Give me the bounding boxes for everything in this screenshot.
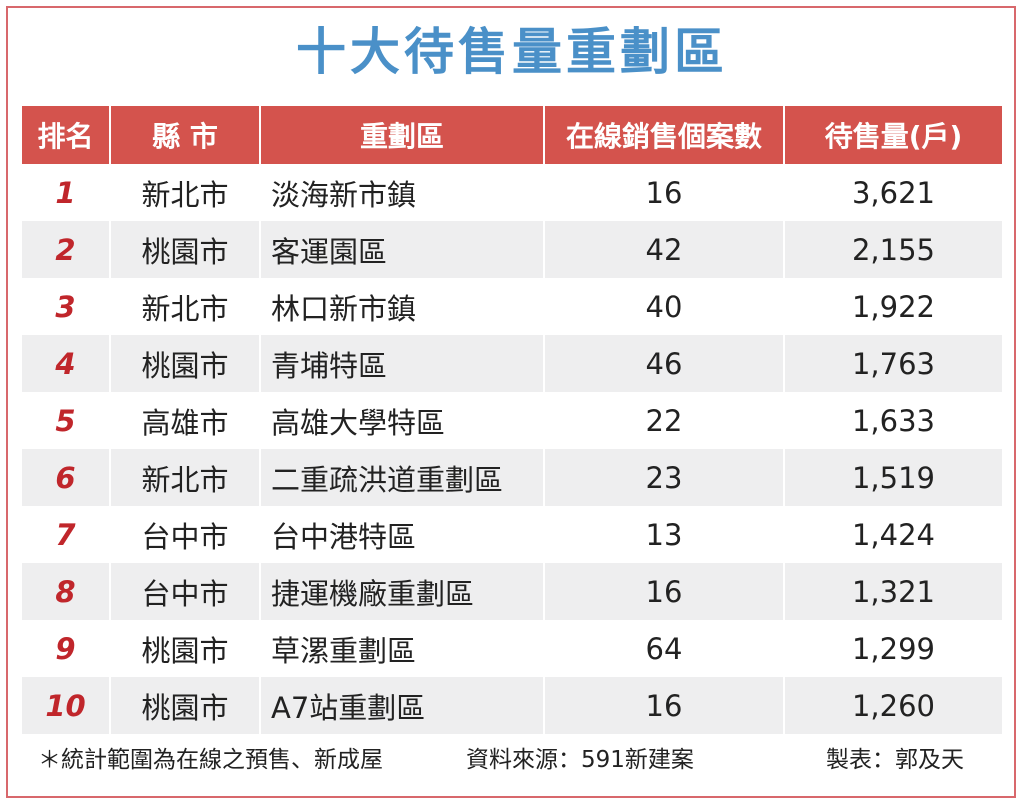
inventory-cell: 1,922 (784, 278, 1002, 335)
table-row: 8 台中市 捷運機廠重劃區 16 1,321 (22, 563, 1002, 620)
county-cell: 台中市 (110, 563, 261, 620)
table-row: 10 桃園市 A7站重劃區 16 1,260 (22, 677, 1002, 734)
table-row: 1 新北市 淡海新市鎮 16 3,621 (22, 164, 1002, 221)
district-cell: 高雄大學特區 (260, 392, 545, 449)
district-cell: 二重疏洪道重劃區 (260, 449, 545, 506)
footnote: ＊統計範圍為在線之預售、新成屋 (38, 747, 383, 773)
table-row: 2 桃園市 客運園區 42 2,155 (22, 221, 1002, 278)
table-credit: 製表：郭及天 (826, 747, 964, 773)
rank-cell: 9 (22, 620, 111, 677)
inventory-cell: 1,321 (784, 563, 1002, 620)
county-cell: 新北市 (110, 164, 261, 221)
rank-cell: 5 (22, 392, 111, 449)
inventory-cell: 1,424 (784, 506, 1002, 563)
county-cell: 高雄市 (110, 392, 261, 449)
rank-cell: 3 (22, 278, 111, 335)
district-cell: 台中港特區 (260, 506, 545, 563)
ranking-table: 排名 縣 市 重劃區 在線銷售個案數 待售量(戶) 1 新北市 淡海新市鎮 16… (22, 106, 1002, 734)
district-cell: 草漯重劃區 (260, 620, 545, 677)
cases-cell: 16 (544, 677, 785, 734)
cases-cell: 16 (544, 164, 785, 221)
inventory-cell: 1,633 (784, 392, 1002, 449)
county-cell: 新北市 (110, 449, 261, 506)
county-cell: 桃園市 (110, 335, 261, 392)
cases-cell: 40 (544, 278, 785, 335)
page-title: 十大待售量重劃區 (296, 23, 728, 81)
header-cases: 在線銷售個案數 (544, 106, 785, 164)
header-rank: 排名 (22, 106, 111, 164)
rank-cell: 7 (22, 506, 111, 563)
rank-cell: 10 (22, 677, 111, 734)
county-cell: 台中市 (110, 506, 261, 563)
cases-cell: 64 (544, 620, 785, 677)
rank-cell: 6 (22, 449, 111, 506)
header-county: 縣 市 (110, 106, 261, 164)
district-cell: 客運園區 (260, 221, 545, 278)
table-row: 3 新北市 林口新市鎮 40 1,922 (22, 278, 1002, 335)
inventory-cell: 1,260 (784, 677, 1002, 734)
cases-cell: 22 (544, 392, 785, 449)
cases-cell: 16 (544, 563, 785, 620)
inventory-cell: 3,621 (784, 164, 1002, 221)
cases-cell: 13 (544, 506, 785, 563)
data-source: 資料來源：591新建案 (466, 747, 694, 773)
table-row: 5 高雄市 高雄大學特區 22 1,633 (22, 392, 1002, 449)
district-cell: 青埔特區 (260, 335, 545, 392)
cases-cell: 42 (544, 221, 785, 278)
county-cell: 新北市 (110, 278, 261, 335)
district-cell: A7站重劃區 (260, 677, 545, 734)
rank-cell: 8 (22, 563, 111, 620)
county-cell: 桃園市 (110, 677, 261, 734)
inventory-cell: 2,155 (784, 221, 1002, 278)
table-row: 7 台中市 台中港特區 13 1,424 (22, 506, 1002, 563)
header-inventory: 待售量(戶) (784, 106, 1002, 164)
district-cell: 捷運機廠重劃區 (260, 563, 545, 620)
county-cell: 桃園市 (110, 221, 261, 278)
rank-cell: 2 (22, 221, 111, 278)
table-row: 9 桃園市 草漯重劃區 64 1,299 (22, 620, 1002, 677)
table-row: 4 桃園市 青埔特區 46 1,763 (22, 335, 1002, 392)
inventory-cell: 1,519 (784, 449, 1002, 506)
cases-cell: 23 (544, 449, 785, 506)
cases-cell: 46 (544, 335, 785, 392)
county-cell: 桃園市 (110, 620, 261, 677)
table-row: 6 新北市 二重疏洪道重劃區 23 1,519 (22, 449, 1002, 506)
header-district: 重劃區 (260, 106, 545, 164)
district-cell: 林口新市鎮 (260, 278, 545, 335)
inventory-cell: 1,299 (784, 620, 1002, 677)
district-cell: 淡海新市鎮 (260, 164, 545, 221)
inventory-cell: 1,763 (784, 335, 1002, 392)
rank-cell: 4 (22, 335, 111, 392)
table-header-row: 排名 縣 市 重劃區 在線銷售個案數 待售量(戶) (22, 106, 1002, 164)
rank-cell: 1 (22, 164, 111, 221)
